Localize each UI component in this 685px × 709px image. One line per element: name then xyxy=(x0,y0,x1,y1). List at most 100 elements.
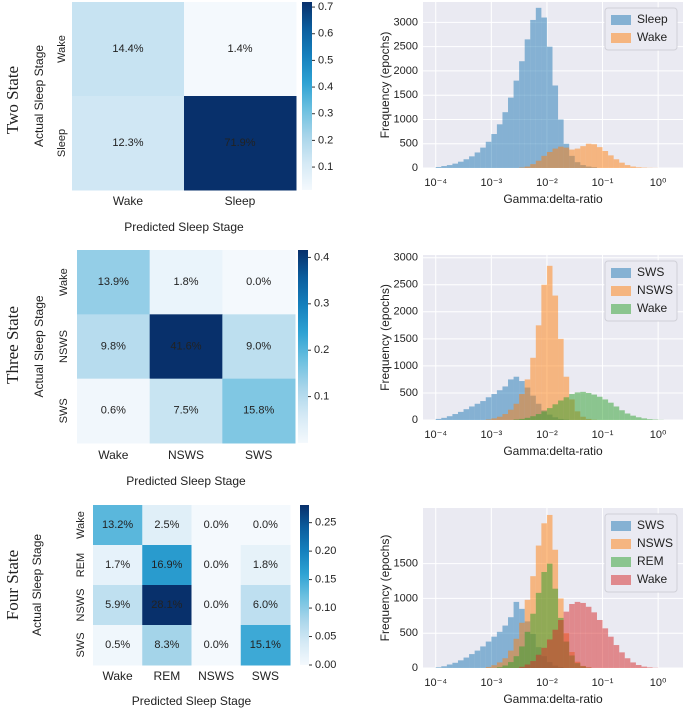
heatmap-cell xyxy=(240,625,291,666)
x-tick-label: 10⁰ xyxy=(650,177,667,189)
x-tick-label: NSWS xyxy=(168,448,204,462)
histogram-bar xyxy=(485,419,492,420)
histogram-bar xyxy=(435,167,442,168)
histogram-bar xyxy=(480,646,486,668)
histogram-bar xyxy=(502,414,509,420)
histogram-bar xyxy=(569,604,575,668)
histogram-bar xyxy=(496,390,503,420)
heatmap-cell xyxy=(72,2,185,97)
histogram-bar xyxy=(541,17,547,168)
cell-label: 28.1% xyxy=(151,599,182,611)
x-tick-label: SWS xyxy=(252,669,279,683)
histogram-bar xyxy=(491,665,497,668)
histogram-bar xyxy=(513,419,520,420)
histogram-bar xyxy=(563,147,570,168)
colorbar-tick-label: 0.4 xyxy=(318,81,333,93)
histogram-bar xyxy=(457,161,464,168)
cell-label: 9.0% xyxy=(246,340,271,352)
cell-label: 0.6% xyxy=(101,405,126,417)
heatmap-cell xyxy=(93,545,143,586)
histogram-bar xyxy=(513,80,520,168)
legend-label: SWS xyxy=(637,518,664,532)
heatmap-cell xyxy=(149,250,223,315)
cell-label: 2.5% xyxy=(154,519,179,531)
y-tick-label: 1500 xyxy=(394,558,418,570)
cell-label: 13.2% xyxy=(102,519,133,531)
histogram-bar xyxy=(596,147,603,168)
row-label: Two State xyxy=(3,66,22,134)
histogram-bar xyxy=(552,588,559,668)
legend-label: SWS xyxy=(637,265,664,279)
histogram-bar xyxy=(474,403,481,420)
x-tick-label: NSWS xyxy=(198,669,234,683)
histogram-bar xyxy=(508,650,514,668)
cell-label: 41.6% xyxy=(170,340,201,352)
histogram-bar xyxy=(508,617,514,668)
histogram-bar xyxy=(574,601,581,668)
cell-label: 12.3% xyxy=(112,137,143,149)
histogram-bar xyxy=(524,39,531,168)
legend-swatch xyxy=(611,539,631,549)
legend-swatch xyxy=(611,575,631,585)
histogram-bar xyxy=(480,401,486,420)
colorbar-tick-label: 0.05 xyxy=(315,630,336,642)
y-tick-label: Wake xyxy=(58,268,70,296)
histogram-bar xyxy=(524,166,531,168)
cell-label: 15.1% xyxy=(250,639,281,651)
y-axis-label: Frequency (epochs) xyxy=(378,32,392,139)
histogram-bar xyxy=(496,416,503,420)
cell-label: 5.9% xyxy=(105,599,130,611)
heatmap-cell xyxy=(240,585,291,626)
x-tick-label: Wake xyxy=(98,448,129,462)
histogram-bar xyxy=(508,662,514,668)
x-tick-label: SWS xyxy=(245,448,272,462)
histogram-bar xyxy=(596,396,603,420)
y-tick-label: 500 xyxy=(400,627,418,639)
x-tick-label: 10⁻² xyxy=(536,429,558,441)
histogram-bar xyxy=(558,119,564,168)
histogram-bar xyxy=(635,665,642,668)
histogram-bar xyxy=(513,403,520,420)
heatmap-cell xyxy=(191,545,242,586)
histogram-bar xyxy=(513,656,520,668)
histogram-bar xyxy=(469,654,475,668)
x-tick-label: 10⁻⁴ xyxy=(424,677,447,689)
histogram-bar xyxy=(641,418,648,420)
histogram-bar xyxy=(552,148,559,168)
cell-label: 0.0% xyxy=(246,276,271,288)
histogram-bar xyxy=(563,397,570,420)
histogram-bar xyxy=(546,46,553,169)
legend-label: Sleep xyxy=(637,12,668,26)
colorbar-tick-label: 0.25 xyxy=(315,517,336,529)
y-tick-label: NSWS xyxy=(75,589,87,622)
heatmap-cell xyxy=(222,378,296,444)
legend-swatch xyxy=(611,557,631,567)
histogram-bar xyxy=(613,645,620,668)
histogram-bar xyxy=(647,419,653,420)
y-tick-label: 1000 xyxy=(394,592,418,604)
histogram-bar xyxy=(563,611,570,668)
histogram-bar xyxy=(530,164,536,168)
x-tick-label: 10⁻¹ xyxy=(592,177,614,189)
histogram-bar xyxy=(535,592,542,668)
y-tick-label: 1000 xyxy=(394,113,418,125)
colorbar-tick-label: 0.1 xyxy=(318,161,333,173)
histogram-bar xyxy=(491,134,497,168)
x-tick-label: Wake xyxy=(113,194,144,208)
histogram-bar xyxy=(519,646,525,668)
histogram-bar xyxy=(635,167,642,168)
histogram-bar xyxy=(585,606,592,668)
histogram-bar xyxy=(541,284,547,420)
histogram-bar xyxy=(630,166,636,168)
histogram-bar xyxy=(463,159,470,168)
heatmap-cell xyxy=(191,625,242,666)
histogram-bar xyxy=(513,376,520,420)
heatmap-cell xyxy=(240,505,291,546)
histogram-bar xyxy=(502,625,509,668)
histogram-bar xyxy=(630,415,636,420)
histogram-bar xyxy=(624,165,631,168)
histogram-bar xyxy=(635,417,642,420)
histogram-bar xyxy=(569,149,575,168)
colorbar-tick-label: 0.6 xyxy=(318,28,333,40)
x-tick-label: 10⁻³ xyxy=(480,677,502,689)
